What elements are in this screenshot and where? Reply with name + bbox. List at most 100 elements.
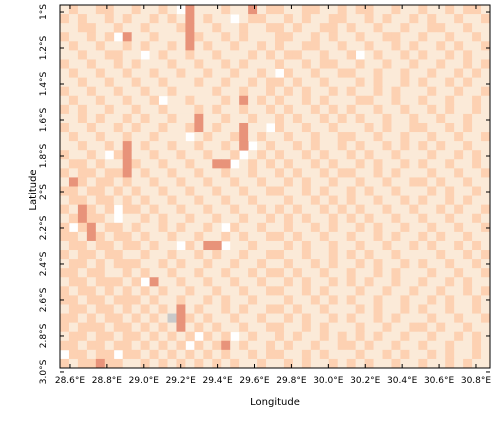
cell [77, 286, 88, 296]
cell [436, 5, 446, 15]
cell [167, 177, 177, 187]
cell [158, 277, 168, 287]
cell [113, 50, 124, 60]
cell [364, 122, 374, 133]
cell [140, 141, 150, 151]
cell [113, 68, 124, 78]
cell [149, 41, 159, 51]
cell [337, 50, 348, 60]
cell [239, 259, 249, 269]
cell [167, 268, 177, 278]
cell [391, 168, 401, 178]
cell [481, 304, 491, 314]
cell [86, 358, 97, 369]
cell [221, 159, 231, 169]
cell [436, 32, 446, 42]
cell [60, 186, 70, 196]
cell [176, 213, 186, 224]
cell [149, 122, 159, 133]
cell [266, 277, 276, 287]
cell [203, 340, 213, 351]
cell [167, 104, 177, 115]
cell [301, 177, 312, 187]
cell [436, 222, 446, 233]
cell [185, 95, 195, 106]
cell [68, 204, 79, 215]
cell [319, 340, 330, 351]
cell [158, 259, 168, 269]
cell [60, 358, 70, 369]
cell [68, 59, 79, 69]
cell [131, 204, 142, 215]
cell [418, 349, 428, 360]
cell [346, 286, 357, 296]
cell [104, 331, 115, 342]
cell [185, 349, 195, 360]
cell [248, 122, 258, 133]
cell [86, 195, 97, 206]
cell [158, 14, 168, 24]
cell [472, 204, 482, 215]
cell [400, 304, 410, 314]
cell [122, 358, 133, 369]
cell [373, 268, 383, 278]
cell [257, 168, 267, 178]
cell [176, 77, 186, 88]
cell [230, 104, 240, 115]
cell [167, 340, 177, 351]
cell [149, 322, 159, 333]
cell [463, 195, 473, 206]
cell [472, 295, 482, 305]
cell [445, 23, 455, 33]
cell [364, 150, 374, 160]
cell [472, 277, 482, 287]
cell [364, 358, 374, 369]
cell [463, 68, 473, 78]
cell [355, 68, 365, 78]
cell [248, 358, 258, 369]
cell [104, 304, 115, 314]
cell [400, 50, 410, 60]
cell [185, 222, 195, 233]
cell [409, 213, 419, 224]
cell [158, 358, 168, 369]
cell [481, 213, 491, 224]
cell [86, 259, 97, 269]
cell [346, 104, 357, 115]
cell [77, 32, 88, 42]
cell [328, 295, 339, 305]
cell [436, 277, 446, 287]
cell [68, 159, 79, 169]
cell [95, 186, 106, 196]
cell [283, 304, 294, 314]
cell [445, 68, 455, 78]
cell [310, 132, 321, 142]
cell [301, 104, 312, 115]
cell [310, 95, 321, 106]
cell [257, 95, 267, 106]
cell [400, 59, 410, 69]
cell [185, 295, 195, 305]
cell [149, 349, 159, 360]
cell [77, 322, 88, 333]
x-tick-label: 28.8°E [92, 376, 123, 386]
cell [149, 23, 159, 33]
cell [283, 331, 294, 342]
cell [364, 322, 374, 333]
cell [104, 186, 115, 196]
cell [131, 104, 142, 115]
x-tick-label: 29.6°E [239, 376, 270, 386]
cell [427, 50, 437, 60]
cell [409, 322, 419, 333]
cell [104, 222, 115, 233]
cell [113, 195, 124, 206]
cell [212, 32, 222, 42]
cell [131, 132, 142, 142]
cell [122, 150, 133, 160]
cell [68, 195, 79, 206]
cell [131, 240, 142, 251]
cell [86, 59, 97, 69]
cell [355, 113, 365, 124]
cell [149, 340, 159, 351]
